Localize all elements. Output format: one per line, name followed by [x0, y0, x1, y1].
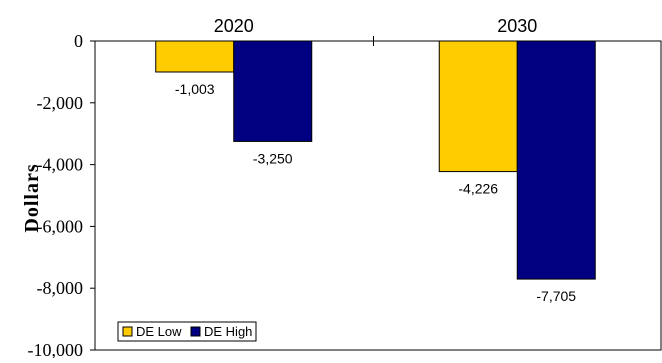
legend-label: DE High [204, 324, 252, 339]
bar-de-high-2020 [233, 40, 313, 142]
y-axis-label: Dollars [21, 163, 43, 232]
y-tick-label: -2,000 [37, 93, 84, 113]
y-tick-label: -8,000 [37, 278, 84, 298]
x-category-label: 2030 [497, 16, 537, 36]
bar-de-low-2020 [155, 40, 235, 73]
bar-de-high-2030 [516, 40, 596, 280]
legend [117, 321, 257, 342]
x-category-label: 2020 [214, 16, 254, 36]
y-tick-label: -6,000 [37, 216, 84, 236]
plot-frame [94, 40, 662, 351]
y-tick-label: -10,000 [28, 340, 84, 358]
legend-label: DE Low [136, 324, 182, 339]
y-tick-label: -4,000 [37, 155, 84, 175]
data-label: -7,705 [536, 288, 576, 304]
data-label: -4,226 [458, 181, 498, 197]
legend-swatch [122, 326, 133, 337]
bar-de-low-2030 [438, 40, 518, 173]
y-tick-label: 0 [74, 31, 83, 51]
legend-swatch [190, 326, 201, 337]
data-label: -1,003 [175, 81, 215, 97]
data-label: -3,250 [253, 150, 293, 166]
